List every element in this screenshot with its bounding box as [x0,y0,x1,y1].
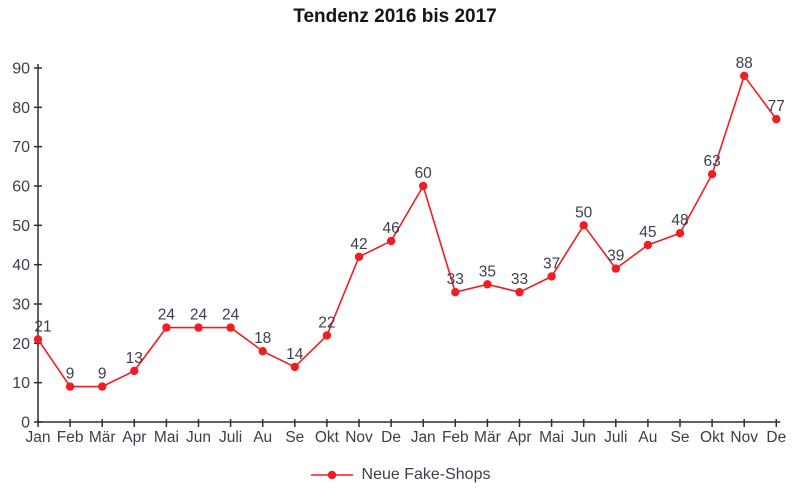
data-point-marker [322,331,332,340]
x-tick-label: De [766,429,786,446]
data-point-marker [579,221,588,230]
data-point-marker [611,264,620,273]
data-point-marker [515,288,524,297]
data-point-label: 22 [318,314,335,331]
x-tick-label: Okt [315,429,340,446]
data-point-label: 33 [447,271,464,288]
x-tick-label: Jan [26,429,51,446]
data-point-label: 46 [382,220,399,237]
data-point-label: 77 [768,98,785,115]
data-point-marker [162,323,171,332]
data-point-label: 18 [254,330,271,347]
data-point-marker [386,236,396,246]
data-point-label: 24 [190,307,208,324]
x-tick-label: Juli [604,429,627,446]
data-point-label: 88 [736,55,753,72]
trend-line [37,74,777,388]
x-tick-label: Jan [411,429,436,446]
data-point-marker [98,382,107,391]
x-tick-label: Mai [154,429,179,446]
data-point-marker [258,347,267,356]
y-tick-label: 40 [12,257,30,274]
data-point-marker [772,114,781,124]
data-point-label: 21 [34,318,51,335]
data-point-label: 33 [511,271,528,288]
data-point-label: 35 [479,263,496,280]
data-point-label: 24 [222,307,240,324]
x-tick-label: Mär [474,429,501,446]
y-tick-label: 60 [12,179,30,196]
x-tick-label: Se [285,429,304,446]
legend: Neue Fake-Shops [0,466,800,484]
x-tick-label: Juli [219,429,242,446]
y-tick-label: 70 [12,139,30,156]
y-tick-label: 50 [12,218,30,235]
data-point-marker [226,323,235,332]
data-point-marker [483,280,492,289]
data-point-label: 45 [639,224,656,241]
y-tick-label: 80 [12,100,30,117]
data-point-label: 42 [350,236,367,253]
x-tick-label: Jun [571,429,596,446]
y-tick-label: 30 [12,297,30,314]
x-tick-label: Au [253,429,272,446]
chart-title: Tendenz 2016 bis 2017 [293,6,497,27]
data-point-marker [675,229,685,238]
data-point-label: 9 [66,366,75,383]
data-point-label: 39 [607,248,624,265]
x-tick-label: Au [638,429,657,446]
data-point-marker [130,366,139,376]
data-point-label: 9 [98,366,107,383]
x-tick-label: Apr [122,429,146,446]
data-point-label: 60 [415,165,433,182]
x-tick-label: Mär [89,429,116,446]
x-tick-label: De [381,429,401,446]
y-tick-label: 90 [12,61,30,78]
x-tick-label: Nov [730,429,758,446]
data-point-marker [740,71,749,81]
legend-series-label: Neue Fake-Shops [361,466,491,483]
data-point-marker [419,181,428,191]
data-point-label: 14 [286,346,304,363]
data-point-marker [451,288,460,297]
line-chart: 0 10 20 30 40 50 60 70 80 90 Jan Feb Mär Apr Mai Jun Jul… [12,55,786,446]
x-tick-label: Okt [700,429,725,446]
data-point-marker [194,323,203,332]
data-point-marker [707,170,717,179]
data-point-label: 63 [703,153,720,170]
x-tick-label: Jun [186,429,211,446]
data-point-marker [547,272,556,281]
x-tick-label: Se [671,429,690,446]
y-tick-label: 20 [12,336,30,353]
x-tick-label: Mai [539,429,564,446]
data-point-marker [643,240,653,250]
y-tick-label: 0 [21,415,30,432]
data-point-label: 24 [158,307,176,324]
data-point-label: 37 [543,255,560,272]
data-point-marker [65,382,75,391]
legend-marker-icon [310,470,353,480]
data-point-label: 48 [671,212,688,229]
x-tick-label: Feb [57,429,84,446]
x-tick-label: Nov [345,429,373,446]
x-tick-label: Apr [507,429,531,446]
y-tick-label: 10 [12,375,30,392]
data-point-label: 13 [126,350,143,367]
data-point-label: 50 [575,204,593,221]
data-point-marker [354,252,364,261]
data-point-marker [33,335,43,344]
data-point-marker [290,362,299,372]
x-tick-label: Feb [442,429,469,446]
